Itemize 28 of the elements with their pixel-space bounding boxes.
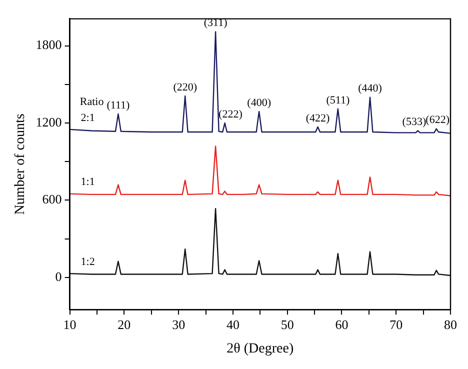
annotation: Ratio <box>80 96 104 108</box>
y-axis-title: Number of counts <box>13 114 28 215</box>
x-tick-label: 20 <box>118 316 131 332</box>
annotation: (511) <box>326 94 350 106</box>
series-label: 1:1 <box>80 176 95 188</box>
x-axis-title: 2θ (Degree) <box>226 341 294 356</box>
annotation: (400) <box>247 96 272 109</box>
annotation: (111) <box>106 99 130 112</box>
annotation: (222) <box>218 108 243 120</box>
x-tick-label: 40 <box>226 316 240 332</box>
annotation: (220) <box>173 81 198 94</box>
y-tick-label: 600 <box>42 192 62 207</box>
y-tick-label: 1800 <box>36 37 62 52</box>
x-tick-label: 60 <box>335 316 348 332</box>
annotation: (311) <box>204 17 228 30</box>
x-tick-label: 80 <box>444 316 457 332</box>
series-label: 2:1 <box>80 112 95 124</box>
y-tick-label: 1200 <box>36 114 62 130</box>
series-label: 1:2 <box>80 256 95 268</box>
x-tick-label: 10 <box>63 316 76 332</box>
x-tick-label: 50 <box>280 316 294 332</box>
y-tick-label: 0 <box>55 268 62 284</box>
annotation: (533) <box>402 116 426 128</box>
annotation: (622) <box>426 114 450 126</box>
annotation: (422) <box>306 112 330 124</box>
x-tick-label: 70 <box>390 316 403 332</box>
x-tick-label: 30 <box>172 316 186 332</box>
annotation: (440) <box>358 82 382 95</box>
